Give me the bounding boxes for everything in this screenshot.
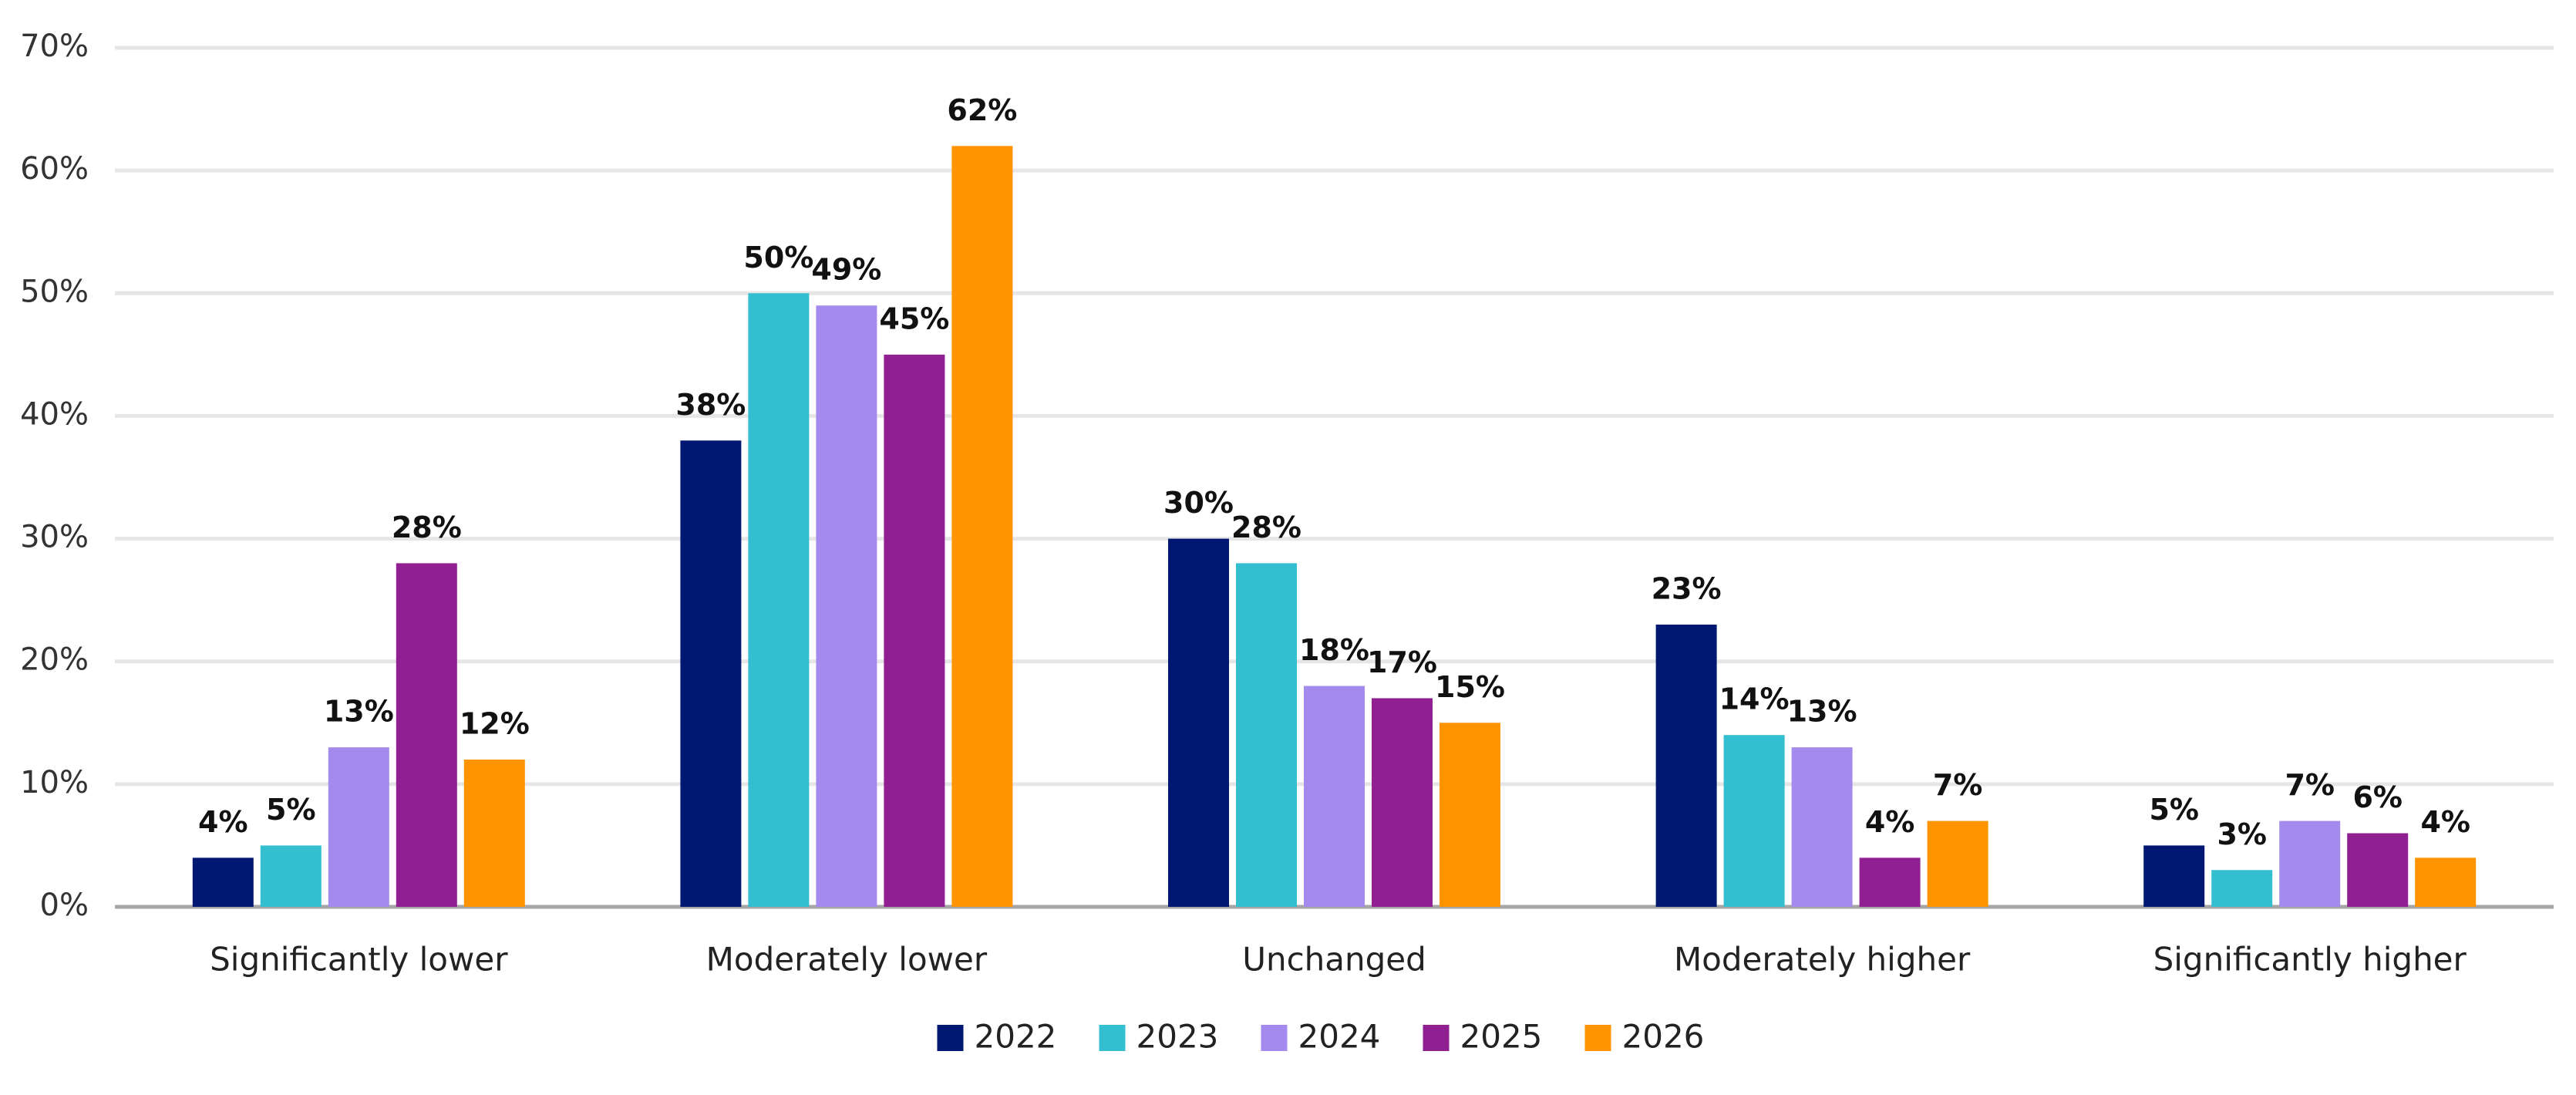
bar [1655,624,1717,907]
bar [2347,833,2409,907]
value-label: 13% [324,695,394,729]
legend-swatch [1423,1025,1450,1051]
legend-swatch [1584,1025,1611,1051]
value-label: 5% [266,793,316,827]
legend-label: 2026 [1622,1018,1705,1056]
legend-label: 2023 [1136,1018,1219,1056]
y-tick-label: 40% [20,396,89,432]
x-tick-label: Significantly higher [2153,941,2467,979]
bar [816,305,877,907]
bar [2279,820,2341,907]
bar [1372,698,1433,907]
value-label: 14% [1719,682,1790,716]
bar [1927,820,1988,907]
value-label: 4% [1865,805,1915,839]
x-tick-label: Unchanged [1242,941,1426,979]
value-label: 3% [2217,817,2267,851]
y-tick-label: 30% [20,520,89,555]
bar [884,354,945,907]
bar [680,440,742,907]
bar [192,857,254,907]
value-label: 4% [2420,805,2470,839]
value-label: 50% [743,241,813,275]
y-tick-label: 10% [20,765,89,800]
bar [1168,538,1229,907]
bar [1304,686,1365,907]
bar [396,563,457,907]
value-label: 30% [1163,486,1234,520]
value-label: 23% [1652,571,1722,605]
value-label: 17% [1367,645,1437,679]
bar [1791,747,1853,907]
value-label: 49% [811,253,881,287]
legend-label: 2024 [1298,1018,1381,1056]
legend-label: 2022 [975,1018,1057,1056]
y-tick-label: 20% [20,642,89,678]
x-tick-label: Moderately higher [1674,941,1971,979]
x-tick-label: Significantly lower [210,941,508,979]
legend-swatch [1099,1025,1126,1051]
value-label: 7% [2285,768,2335,802]
bar [2211,870,2273,907]
bar [1236,563,1297,907]
value-label: 6% [2352,780,2403,814]
value-label: 18% [1299,633,1369,667]
value-label: 38% [675,388,746,422]
value-label: 5% [2149,793,2199,827]
bar [260,845,322,907]
value-label: 28% [1231,510,1301,544]
legend-swatch [1261,1025,1288,1051]
value-label: 4% [198,805,248,839]
bar [1440,723,1500,907]
value-label: 28% [392,510,462,544]
bar [463,760,525,907]
bar [2415,857,2477,907]
legend-swatch [937,1025,964,1051]
value-label: 15% [1435,670,1505,704]
y-tick-label: 60% [20,151,89,187]
x-tick-label: Moderately lower [706,941,988,979]
value-label: 13% [1787,695,1857,729]
y-tick-label: 70% [20,29,89,64]
bar [1723,735,1785,907]
value-label: 62% [947,93,1017,127]
bar [328,747,389,907]
bar [1859,857,1921,907]
value-label: 45% [879,302,949,335]
value-label: 12% [460,707,530,741]
bar [748,293,810,907]
y-tick-label: 50% [20,274,89,309]
value-label: 7% [1933,768,1983,802]
y-tick-label: 0% [40,888,89,923]
bar [2143,845,2205,907]
bar [951,146,1013,908]
legend-label: 2025 [1460,1018,1543,1056]
